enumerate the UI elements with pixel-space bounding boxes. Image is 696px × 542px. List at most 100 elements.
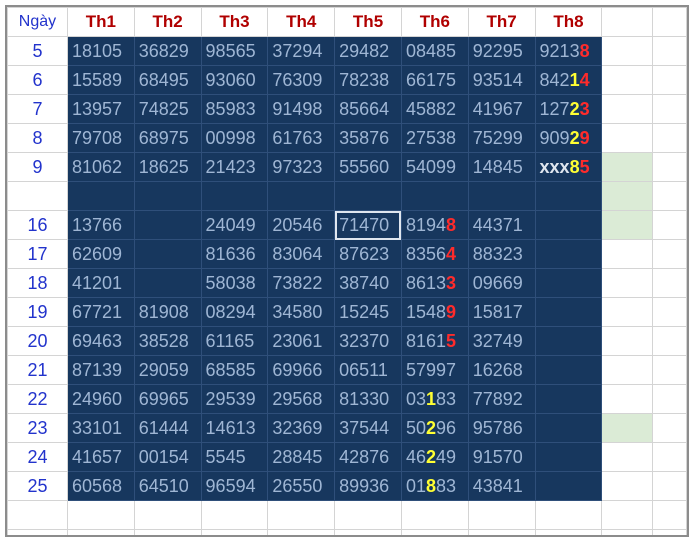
header-cell[interactable]: Th4 — [267, 7, 336, 37]
empty-cell[interactable] — [652, 355, 687, 385]
number-cell[interactable]: 87623 — [334, 239, 402, 269]
number-cell[interactable]: 32749 — [467, 326, 536, 356]
number-cell[interactable]: 75299 — [467, 123, 536, 153]
empty-cell[interactable] — [652, 123, 687, 153]
number-cell[interactable]: 74825 — [133, 94, 202, 124]
number-cell[interactable]: 54099 — [400, 152, 469, 182]
number-cell[interactable]: 43841 — [467, 471, 536, 501]
number-cell[interactable] — [66, 181, 135, 211]
empty-cell[interactable] — [652, 268, 687, 298]
number-cell[interactable]: 78238 — [334, 65, 402, 95]
number-cell[interactable]: 5545 — [200, 442, 269, 472]
number-cell[interactable]: 60568 — [66, 471, 135, 501]
number-cell[interactable]: 29059 — [133, 355, 202, 385]
empty-cell[interactable] — [652, 210, 687, 240]
empty-cell[interactable] — [652, 384, 687, 414]
header-cell[interactable]: Th5 — [334, 7, 402, 37]
number-cell[interactable]: 76309 — [267, 65, 336, 95]
number-cell[interactable]: 91570 — [467, 442, 536, 472]
day-cell[interactable]: 20 — [7, 326, 68, 356]
empty-cell[interactable] — [601, 7, 654, 37]
empty-cell[interactable] — [534, 500, 603, 530]
day-cell[interactable]: 16 — [7, 210, 68, 240]
empty-cell[interactable] — [652, 181, 687, 211]
empty-cell[interactable] — [200, 500, 269, 530]
number-cell[interactable]: 66175 — [400, 65, 469, 95]
number-cell[interactable]: 13957 — [66, 94, 135, 124]
empty-cell[interactable] — [601, 326, 654, 356]
number-cell[interactable]: 69965 — [133, 384, 202, 414]
empty-cell[interactable] — [133, 500, 202, 530]
number-cell[interactable]: 73822 — [267, 268, 336, 298]
number-cell[interactable]: 88323 — [467, 239, 536, 269]
empty-cell[interactable] — [652, 65, 687, 95]
number-cell[interactable]: 68975 — [133, 123, 202, 153]
number-cell[interactable] — [133, 239, 202, 269]
number-cell[interactable]: 33101 — [66, 413, 135, 443]
number-cell[interactable]: 83564 — [400, 239, 469, 269]
number-cell[interactable]: 08485 — [400, 36, 469, 66]
empty-cell[interactable] — [652, 297, 687, 327]
empty-cell[interactable] — [467, 529, 536, 535]
day-cell[interactable]: 23 — [7, 413, 68, 443]
number-cell[interactable]: 24049 — [200, 210, 269, 240]
number-cell[interactable]: 45882 — [400, 94, 469, 124]
empty-cell[interactable] — [601, 239, 654, 269]
number-cell[interactable] — [534, 355, 603, 385]
number-cell[interactable]: 23061 — [267, 326, 336, 356]
number-cell[interactable]: 97323 — [267, 152, 336, 182]
number-cell[interactable] — [267, 181, 336, 211]
number-cell[interactable]: 20546 — [267, 210, 336, 240]
empty-cell[interactable] — [200, 529, 269, 535]
empty-cell[interactable] — [267, 500, 336, 530]
number-cell[interactable]: 81330 — [334, 384, 402, 414]
number-cell[interactable]: 38740 — [334, 268, 402, 298]
header-cell[interactable]: Th2 — [133, 7, 202, 37]
number-cell[interactable]: 12723 — [534, 94, 603, 124]
empty-cell[interactable] — [652, 239, 687, 269]
empty-cell[interactable] — [601, 65, 654, 95]
number-cell[interactable]: 81908 — [133, 297, 202, 327]
number-cell[interactable]: 15589 — [66, 65, 135, 95]
number-cell[interactable]: 46249 — [400, 442, 469, 472]
empty-cell[interactable] — [133, 529, 202, 535]
empty-cell[interactable] — [652, 94, 687, 124]
number-cell[interactable]: 42876 — [334, 442, 402, 472]
number-cell[interactable]: 85664 — [334, 94, 402, 124]
number-cell[interactable]: 71470 — [334, 210, 402, 240]
number-cell[interactable]: 34580 — [267, 297, 336, 327]
number-cell[interactable] — [467, 181, 536, 211]
header-cell[interactable]: Th6 — [400, 7, 469, 37]
number-cell[interactable]: 18105 — [66, 36, 135, 66]
day-cell[interactable] — [7, 181, 68, 211]
number-cell[interactable]: 15245 — [334, 297, 402, 327]
number-cell[interactable] — [534, 239, 603, 269]
empty-cell[interactable] — [601, 471, 654, 501]
empty-cell[interactable] — [652, 326, 687, 356]
number-cell[interactable] — [133, 181, 202, 211]
header-cell[interactable]: Th7 — [467, 7, 536, 37]
empty-cell[interactable] — [601, 123, 654, 153]
number-cell[interactable]: 61444 — [133, 413, 202, 443]
number-cell[interactable]: 14613 — [200, 413, 269, 443]
number-cell[interactable]: 79708 — [66, 123, 135, 153]
empty-cell[interactable] — [334, 529, 402, 535]
number-cell[interactable]: 61763 — [267, 123, 336, 153]
day-cell[interactable]: 19 — [7, 297, 68, 327]
number-cell[interactable] — [534, 413, 603, 443]
empty-cell[interactable] — [652, 36, 687, 66]
number-cell[interactable]: 32369 — [267, 413, 336, 443]
number-cell[interactable]: 89936 — [334, 471, 402, 501]
day-cell[interactable]: 8 — [7, 123, 68, 153]
number-cell[interactable] — [534, 384, 603, 414]
empty-cell[interactable] — [601, 297, 654, 327]
empty-cell[interactable] — [267, 529, 336, 535]
number-cell[interactable]: 85983 — [200, 94, 269, 124]
empty-cell[interactable] — [334, 500, 402, 530]
number-cell[interactable]: 41657 — [66, 442, 135, 472]
number-cell[interactable]: 81615 — [400, 326, 469, 356]
number-cell[interactable]: 09669 — [467, 268, 536, 298]
number-cell[interactable]: 08294 — [200, 297, 269, 327]
number-cell[interactable] — [534, 210, 603, 240]
empty-cell[interactable] — [400, 500, 469, 530]
